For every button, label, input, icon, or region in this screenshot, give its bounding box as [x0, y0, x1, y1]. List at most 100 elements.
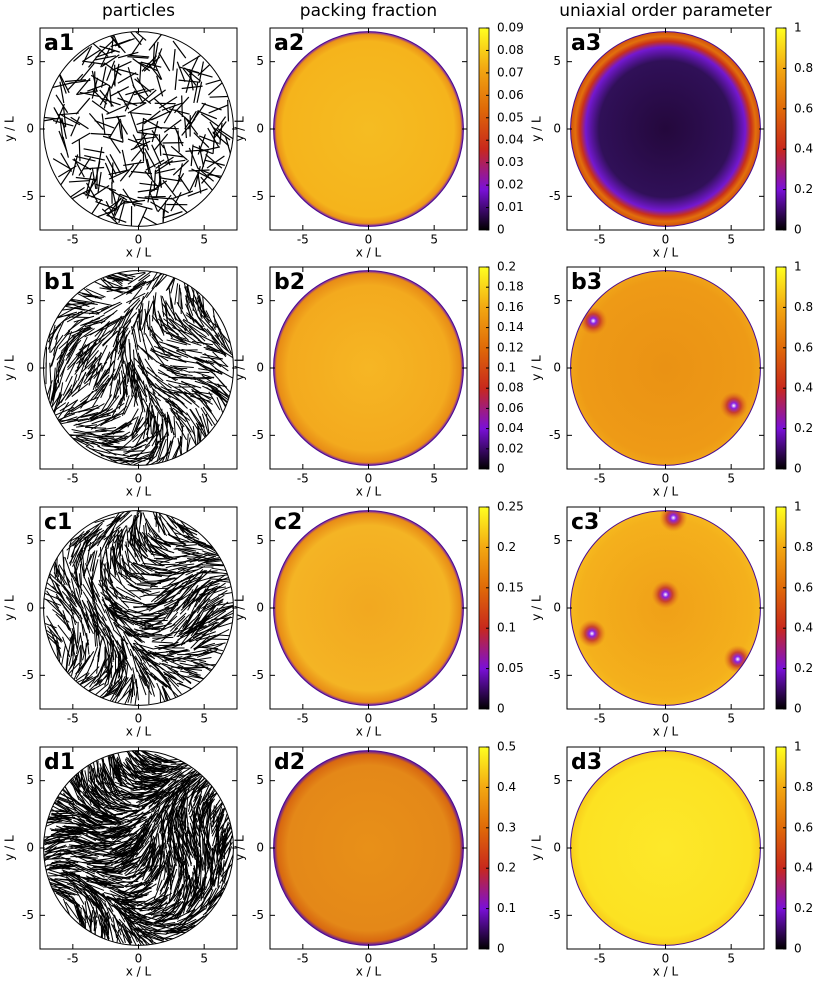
colorbar-tick-label: 0.25	[497, 500, 524, 514]
colorbar-tick-label: 0	[497, 462, 505, 476]
particle	[130, 343, 131, 365]
heatmap	[571, 32, 761, 227]
colorbar-tick-label: 0.06	[497, 401, 524, 415]
particle	[173, 807, 174, 829]
x-tick-label: -5	[67, 952, 79, 966]
particle	[187, 413, 199, 431]
particle	[145, 636, 166, 637]
colorbar	[776, 28, 786, 230]
panel-label: d3	[571, 750, 602, 775]
colorbar-tick-label: 0.06	[497, 88, 524, 102]
heatmap	[571, 751, 761, 946]
x-tick-label: 5	[430, 233, 438, 247]
colorbar-tick-label: 0.8	[794, 61, 813, 75]
particle	[218, 830, 219, 852]
particle	[92, 101, 109, 113]
x-tick-label: -5	[297, 952, 309, 966]
y-axis-label: y / L	[3, 595, 17, 621]
colorbar-tick-label: 0.05	[497, 661, 524, 675]
particle	[179, 285, 180, 307]
particle	[53, 159, 71, 170]
colorbar-tick-label: 0.02	[497, 178, 524, 192]
y-tick-label: -5	[252, 189, 264, 203]
x-tick-label: 0	[662, 712, 670, 726]
colorbar	[479, 747, 489, 949]
particle	[186, 72, 192, 93]
colorbar-tick-label: 0.2	[497, 861, 516, 875]
y-tick-label: 0	[256, 122, 264, 136]
particle	[61, 153, 72, 171]
column-title: uniaxial order parameter	[559, 1, 772, 21]
defect	[724, 645, 752, 673]
colorbar-tick-label: 0	[497, 702, 505, 716]
particle	[115, 39, 135, 46]
particle	[62, 644, 66, 665]
colorbar-tick-label: 0.8	[794, 540, 813, 554]
y-tick-label: -5	[252, 908, 264, 922]
x-tick-label: -5	[297, 472, 309, 486]
colorbar-tick-label: 0	[794, 223, 802, 237]
x-tick-label: -5	[594, 233, 606, 247]
particle	[110, 154, 120, 173]
particle	[184, 878, 185, 900]
colorbar-tick-label: 0.04	[497, 133, 524, 147]
panel-label: c2	[274, 510, 302, 535]
particle	[128, 28, 142, 44]
panel-label: a3	[571, 31, 601, 56]
particle	[72, 133, 90, 144]
x-tick-label: 5	[430, 472, 438, 486]
colorbar-tick-label: 0.02	[497, 441, 524, 455]
particle	[107, 106, 126, 115]
y-tick-label: 0	[553, 841, 561, 855]
x-tick-label: 5	[727, 712, 735, 726]
colorbar	[776, 507, 786, 709]
colorbar-tick-label: 0.2	[497, 540, 516, 554]
column-title: packing fraction	[300, 1, 437, 21]
particle	[188, 372, 209, 373]
y-tick-label: 5	[256, 54, 264, 68]
defect	[659, 504, 687, 532]
x-tick-label: 0	[135, 952, 143, 966]
x-tick-label: 0	[365, 952, 373, 966]
colorbar-tick-label: 0	[794, 462, 802, 476]
particle	[218, 866, 219, 888]
y-tick-label: -5	[549, 908, 561, 922]
colorbar-tick-label: 0.12	[497, 340, 524, 354]
particle	[67, 577, 74, 597]
y-tick-label: 5	[553, 293, 561, 307]
x-tick-label: -5	[67, 712, 79, 726]
particle	[125, 103, 146, 105]
panel: 00.020.040.060.080.10.120.140.160.180.2-…	[233, 260, 524, 499]
particle	[154, 377, 172, 389]
colorbar	[479, 28, 489, 230]
colorbar-tick-label: 0.4	[497, 780, 516, 794]
particle	[131, 509, 141, 528]
particle	[76, 98, 90, 114]
y-axis-label: y / L	[530, 116, 544, 142]
y-tick-label: 5	[553, 773, 561, 787]
y-tick-label: 5	[256, 293, 264, 307]
particle	[165, 357, 185, 362]
y-axis-label: y / L	[530, 835, 544, 861]
x-axis-label: x / L	[356, 485, 382, 499]
y-tick-label: 5	[26, 533, 34, 547]
y-tick-label: -5	[252, 668, 264, 682]
colorbar-tick-label: 0.2	[794, 661, 813, 675]
particle	[92, 185, 110, 197]
colorbar-tick-label: 0.04	[497, 421, 524, 435]
particles	[37, 745, 236, 951]
particle	[130, 112, 137, 132]
x-tick-label: 0	[365, 472, 373, 486]
colorbar-tick-label: 0.4	[794, 142, 813, 156]
particle	[84, 61, 105, 64]
particle	[155, 564, 176, 565]
y-tick-label: 0	[26, 361, 34, 375]
x-axis-label: x / L	[356, 965, 382, 979]
y-tick-label: -5	[549, 428, 561, 442]
defect	[579, 307, 607, 335]
y-tick-label: -5	[22, 908, 34, 922]
